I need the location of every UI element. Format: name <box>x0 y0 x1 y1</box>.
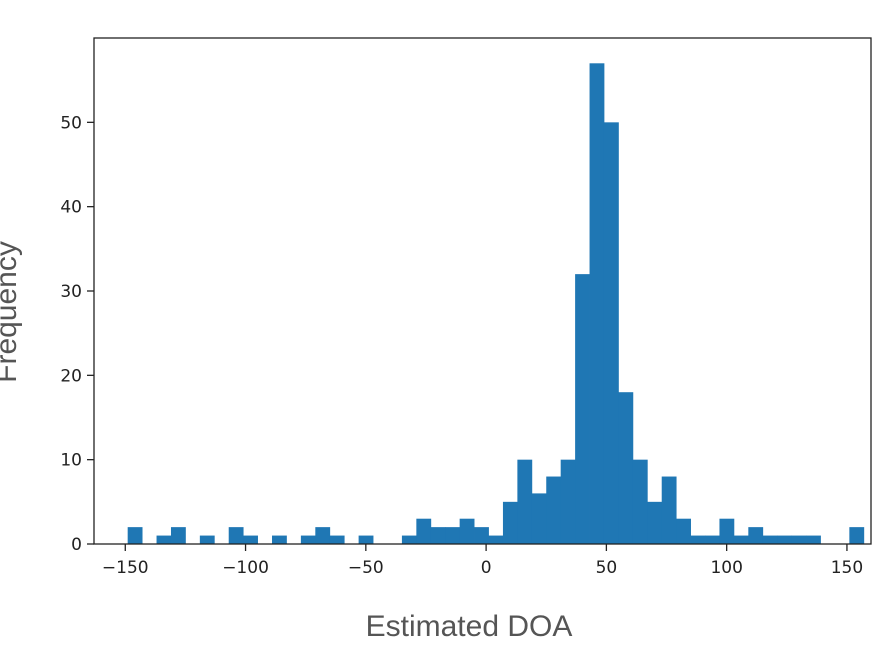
histogram-bar <box>791 535 807 544</box>
histogram-bar <box>329 535 345 544</box>
histogram-bar <box>358 535 374 544</box>
histogram-bar <box>647 501 663 544</box>
histogram-bar <box>777 535 793 544</box>
histogram-bar <box>300 535 316 544</box>
x-tick-label: 50 <box>596 558 618 578</box>
histogram-bar <box>488 535 504 544</box>
histogram-bar <box>401 535 417 544</box>
histogram-bar <box>632 459 648 544</box>
histogram-bar <box>806 535 821 544</box>
x-tick-label: −100 <box>222 558 269 578</box>
histogram-bar <box>416 518 432 544</box>
plot-frame <box>93 37 872 545</box>
histogram-bar <box>170 527 186 544</box>
histogram-bar <box>849 527 865 544</box>
histogram-bar <box>560 459 576 544</box>
x-tick-label: −150 <box>102 558 149 578</box>
histogram-bar <box>272 535 287 544</box>
histogram-bar <box>156 535 172 544</box>
histogram-bar <box>430 527 446 544</box>
y-tick-label: 0 <box>71 535 82 555</box>
histogram-bar <box>502 501 518 544</box>
y-tick-label: 10 <box>60 451 82 471</box>
histogram-bar <box>618 392 634 544</box>
histogram-bar <box>603 122 619 544</box>
y-axis: 0 10 20 30 40 50 <box>60 113 94 555</box>
x-axis-title: Estimated DOA <box>366 610 573 643</box>
y-tick-label: 20 <box>60 366 82 386</box>
histogram-bar <box>531 493 547 544</box>
histogram-bar <box>315 527 331 544</box>
histogram-bar <box>459 518 475 544</box>
histogram-bar <box>676 518 691 544</box>
y-tick-label: 40 <box>60 198 82 218</box>
histogram-bar <box>690 535 706 544</box>
histogram-bar <box>199 535 215 544</box>
x-tick-label: 150 <box>831 558 863 578</box>
histogram-bar <box>445 527 461 544</box>
histogram-bar <box>243 535 258 544</box>
histogram-bar <box>589 63 605 545</box>
histogram-bar <box>228 527 244 544</box>
histogram-bar <box>719 518 735 544</box>
histogram-bar <box>575 274 590 544</box>
histogram-bar <box>661 476 677 544</box>
histogram-bar <box>474 527 489 544</box>
histogram-bar <box>127 527 143 544</box>
histogram-bar <box>705 535 720 544</box>
y-axis-title: Frequency <box>0 241 23 383</box>
x-tick-label: 100 <box>710 558 742 578</box>
histogram-bar <box>762 535 778 544</box>
y-tick-label: 50 <box>60 113 82 133</box>
x-tick-label: −50 <box>348 558 384 578</box>
histogram-bars <box>127 63 865 545</box>
x-axis: −150 −100 −50 0 50 100 150 <box>102 544 863 578</box>
histogram-bar <box>517 459 533 544</box>
y-tick-label: 30 <box>60 282 82 302</box>
histogram-bar <box>733 535 749 544</box>
histogram-bar <box>546 476 562 544</box>
x-tick-label: 0 <box>481 558 492 578</box>
histogram-bar <box>748 527 764 544</box>
